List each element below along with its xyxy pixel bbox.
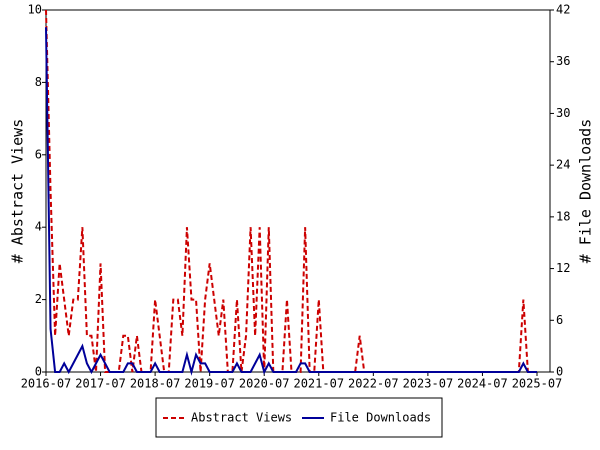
y-tick-label: 8 bbox=[35, 75, 42, 89]
x-tick-label: 2022-07 bbox=[348, 377, 399, 391]
x-tick-label: 2023-07 bbox=[403, 377, 454, 391]
x-tick-label: 2024-07 bbox=[457, 377, 508, 391]
legend-label: File Downloads bbox=[330, 411, 431, 425]
y-tick-label: 0 bbox=[35, 365, 42, 379]
y2-tick-label: 12 bbox=[556, 261, 570, 275]
legend-label: Abstract Views bbox=[191, 411, 292, 425]
y2-tick-label: 18 bbox=[556, 209, 570, 223]
series-line bbox=[45, 27, 537, 376]
legend-box bbox=[155, 397, 443, 438]
x-tick-label: 2021-07 bbox=[293, 377, 344, 391]
x-tick-label: 2019-07 bbox=[184, 377, 235, 391]
x-tick-label: 2017-07 bbox=[75, 377, 126, 391]
y2-tick-label: 6 bbox=[556, 313, 563, 327]
series-line bbox=[45, 9, 537, 373]
y2-tick-label: 30 bbox=[556, 106, 570, 120]
y2-tick-label: 42 bbox=[556, 3, 570, 17]
y-axis-label: # Abstract Views bbox=[9, 119, 27, 264]
y-tick-label: 10 bbox=[28, 3, 42, 17]
x-tick-label: 2018-07 bbox=[130, 377, 181, 391]
x-tick-label: 2016-07 bbox=[21, 377, 72, 391]
x-tick-label: 2025-07 bbox=[512, 377, 563, 391]
y2-tick-label: 24 bbox=[556, 158, 570, 172]
y-tick-label: 6 bbox=[35, 147, 42, 161]
y2-axis-label: # File Downloads bbox=[577, 119, 595, 264]
y2-tick-label: 0 bbox=[556, 365, 563, 379]
plot-frame bbox=[45, 9, 551, 373]
y-tick-label: 4 bbox=[35, 220, 42, 234]
y2-tick-label: 36 bbox=[556, 54, 570, 68]
y-tick-label: 2 bbox=[35, 292, 42, 306]
x-tick-label: 2020-07 bbox=[239, 377, 290, 391]
